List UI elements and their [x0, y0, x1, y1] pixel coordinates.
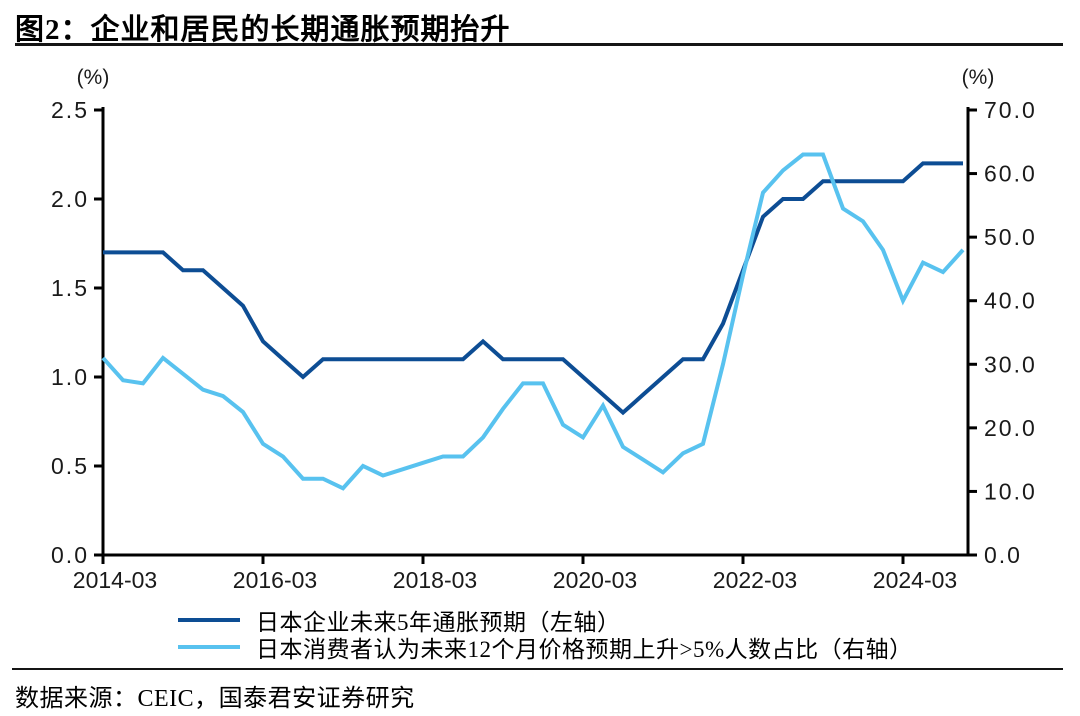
x-axis-tick-label: 2018-03: [393, 567, 477, 593]
x-axis-tick-label: 2024-03: [873, 567, 957, 593]
x-axis-tick-label: 2014-03: [73, 567, 157, 593]
right-axis-tick-label: 60.0: [984, 161, 1037, 187]
right-axis-tick-label: 70.0: [984, 97, 1037, 123]
right-axis-tick-label: 40.0: [984, 288, 1037, 314]
legend-item-enterprise: 日本企业未来5年通胀预期（左轴）: [178, 606, 913, 635]
enterprise-line-swatch: [178, 617, 240, 622]
figure-title: 图2：企业和居民的长期通胀预期抬升: [15, 14, 511, 46]
left-axis-tick-label: 2.0: [51, 186, 89, 212]
top-rule: [15, 43, 1063, 46]
left-axis-tick-label: 0.5: [51, 453, 89, 479]
x-axis-tick-label: 2022-03: [713, 567, 797, 593]
dual-axis-line-chart: 2.5 2.0 1.5 1.0 0.5 0.0 (%) 70.0 60.0 50.0 40.0 30.…: [51, 66, 1037, 593]
right-axis-tick-label: 20.0: [984, 415, 1037, 441]
series-line-enterprise: [103, 161, 963, 416]
legend-item-consumer: 日本消费者认为未来12个月价格预期上升>5%人数占比（右轴）: [178, 633, 913, 662]
left-axis-tick-label: 0.0: [51, 542, 89, 568]
data-source: 数据来源：CEIC，国泰君安证券研究: [15, 686, 415, 712]
right-axis-tick-label: 0.0: [984, 542, 1022, 568]
right-axis-tick-label: 50.0: [984, 224, 1037, 250]
legend-label-enterprise: 日本企业未来5年通胀预期（左轴）: [256, 609, 621, 635]
right-axis-unit-label: (%): [962, 66, 995, 89]
consumer-line-swatch: [178, 644, 240, 649]
left-axis-tick-label: 1.0: [51, 364, 89, 390]
left-axis-tick-label: 2.5: [51, 97, 89, 123]
chart-legend: 日本企业未来5年通胀预期（左轴） 日本消费者认为未来12个月价格预期上升>5%人…: [178, 606, 913, 662]
series-line-consumer: [101, 152, 965, 491]
left-axis-unit-label: (%): [77, 66, 110, 89]
right-axis-tick-label: 30.0: [984, 351, 1037, 377]
left-axis-tick-label: 1.5: [51, 275, 89, 301]
x-axis-tick-label: 2020-03: [553, 567, 637, 593]
legend-label-consumer: 日本消费者认为未来12个月价格预期上升>5%人数占比（右轴）: [256, 636, 913, 662]
x-axis-tick-label: 2016-03: [233, 567, 317, 593]
right-axis-tick-label: 10.0: [984, 478, 1037, 504]
bottom-rule: [12, 668, 1063, 670]
